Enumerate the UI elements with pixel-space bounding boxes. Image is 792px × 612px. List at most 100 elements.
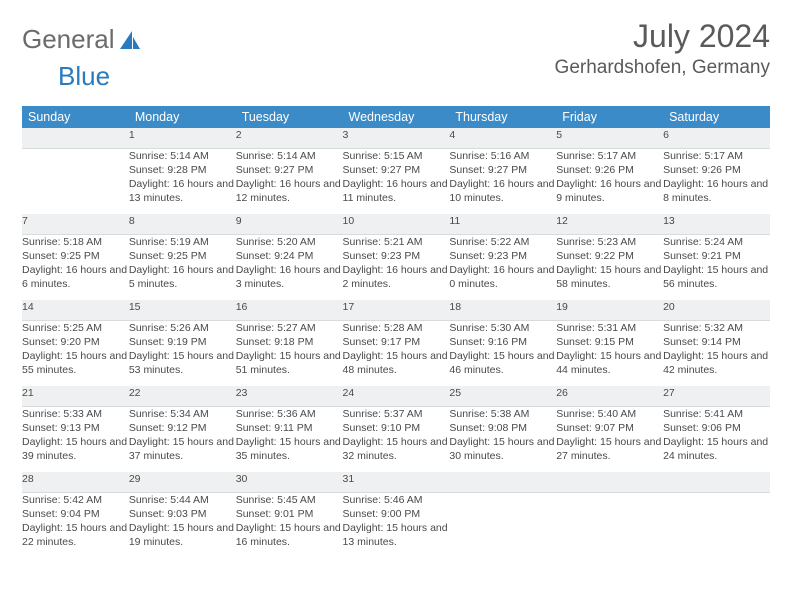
- sunrise-text: Sunrise: 5:28 AM: [343, 321, 450, 335]
- week-row: Sunrise: 5:42 AMSunset: 9:04 PMDaylight:…: [22, 492, 770, 558]
- week-row: Sunrise: 5:25 AMSunset: 9:20 PM Daylight:…: [22, 320, 770, 386]
- daylight-text: Daylight: 15 hours and 58 minutes.: [556, 263, 663, 291]
- daylight-text: Daylight: 16 hours and 11 minutes.: [343, 177, 450, 205]
- day-body-cell: Sunrise: 5:15 AMSunset: 9:27 PMDaylight:…: [343, 148, 450, 214]
- day-body-cell: Sunrise: 5:28 AMSunset: 9:17 PMDaylight:…: [343, 320, 450, 386]
- sunset-text: Sunset: 9:25 PM: [129, 249, 236, 263]
- day-body-cell: Sunrise: 5:14 AMSunset: 9:28 PMDaylight:…: [129, 148, 236, 214]
- sunset-text: Sunset: 9:11 PM: [236, 421, 343, 435]
- sunset-text: Sunset: 9:21 PM: [663, 249, 770, 263]
- sunrise-text: Sunrise: 5:18 AM: [22, 235, 129, 249]
- sunset-text: Sunset: 9:14 PM: [663, 335, 770, 349]
- daylight-text: Daylight: 15 hours and 13 minutes.: [343, 521, 450, 549]
- day-body-cell: Sunrise: 5:27 AMSunset: 9:18 PMDaylight:…: [236, 320, 343, 386]
- calendar-table: SundayMondayTuesdayWednesdayThursdayFrid…: [22, 106, 770, 558]
- sunset-text: Sunset: 9:20 PM: [22, 335, 129, 349]
- sunset-text: Sunset: 9:26 PM: [663, 163, 770, 177]
- sunrise-text: Sunrise: 5:14 AM: [129, 149, 236, 163]
- day-number-cell: 5: [556, 128, 663, 148]
- sunrise-text: Sunrise: 5:37 AM: [343, 407, 450, 421]
- daylight-text: Daylight: 15 hours and 35 minutes.: [236, 435, 343, 463]
- sunset-text: Sunset: 9:04 PM: [22, 507, 129, 521]
- sunrise-text: Sunrise: 5:34 AM: [129, 407, 236, 421]
- sunset-text: Sunset: 9:22 PM: [556, 249, 663, 263]
- sunrise-text: Sunrise: 5:22 AM: [449, 235, 556, 249]
- daynum-row: 78910111213: [22, 214, 770, 234]
- daylight-text: Daylight: 15 hours and 22 minutes.: [22, 521, 129, 549]
- sunrise-text: Sunrise: 5:45 AM: [236, 493, 343, 507]
- daylight-text: Daylight: 15 hours and 48 minutes.: [343, 349, 450, 377]
- day-body-cell: Sunrise: 5:18 AMSunset: 9:25 PMDaylight:…: [22, 234, 129, 300]
- day-body-cell: Sunrise: 5:32 AMSunset: 9:14 PMDaylight:…: [663, 320, 770, 386]
- day-body-cell: Sunrise: 5:41 AMSunset: 9:06 PMDaylight:…: [663, 406, 770, 472]
- day-number-cell: 17: [343, 300, 450, 320]
- daylight-text: Daylight: 15 hours and 37 minutes.: [129, 435, 236, 463]
- sunrise-text: Sunrise: 5:21 AM: [343, 235, 450, 249]
- day-body-cell: Sunrise: 5:22 AMSunset: 9:23 PMDaylight:…: [449, 234, 556, 300]
- daynum-row: 123456: [22, 128, 770, 148]
- brand-part2: Blue: [22, 61, 110, 92]
- daylight-text: Daylight: 15 hours and 24 minutes.: [663, 435, 770, 463]
- title-block: July 2024 Gerhardshofen, Germany: [555, 18, 770, 79]
- day-number-cell: [22, 128, 129, 148]
- week-row: Sunrise: 5:33 AMSunset: 9:13 PMDaylight:…: [22, 406, 770, 472]
- sunset-text: Sunset: 9:06 PM: [663, 421, 770, 435]
- day-number-cell: 3: [343, 128, 450, 148]
- day-body-cell: Sunrise: 5:46 AMSunset: 9:00 PMDaylight:…: [343, 492, 450, 558]
- sunset-text: Sunset: 9:23 PM: [449, 249, 556, 263]
- sunrise-text: Sunrise: 5:15 AM: [343, 149, 450, 163]
- calendar-header-row: SundayMondayTuesdayWednesdayThursdayFrid…: [22, 106, 770, 128]
- sunrise-text: Sunrise: 5:33 AM: [22, 407, 129, 421]
- day-number-cell: 10: [343, 214, 450, 234]
- day-number-cell: 13: [663, 214, 770, 234]
- day-number-cell: 1: [129, 128, 236, 148]
- sunset-text: Sunset: 9:16 PM: [449, 335, 556, 349]
- day-number-cell: 31: [343, 472, 450, 492]
- daylight-text: Daylight: 16 hours and 0 minutes.: [449, 263, 556, 291]
- day-body-cell: [556, 492, 663, 558]
- day-body-cell: [663, 492, 770, 558]
- day-number-cell: 9: [236, 214, 343, 234]
- daylight-text: Daylight: 15 hours and 56 minutes.: [663, 263, 770, 291]
- day-body-cell: Sunrise: 5:45 AMSunset: 9:01 PMDaylight:…: [236, 492, 343, 558]
- day-body-cell: Sunrise: 5:26 AMSunset: 9:19 PMDaylight:…: [129, 320, 236, 386]
- sunrise-text: Sunrise: 5:17 AM: [556, 149, 663, 163]
- sunrise-text: Sunrise: 5:38 AM: [449, 407, 556, 421]
- sunset-text: Sunset: 9:08 PM: [449, 421, 556, 435]
- sunrise-text: Sunrise: 5:30 AM: [449, 321, 556, 335]
- sunrise-text: Sunrise: 5:36 AM: [236, 407, 343, 421]
- day-number-cell: 6: [663, 128, 770, 148]
- weekday-header: Thursday: [449, 106, 556, 128]
- sunset-text: Sunset: 9:24 PM: [236, 249, 343, 263]
- day-body-cell: Sunrise: 5:23 AMSunset: 9:22 PMDaylight:…: [556, 234, 663, 300]
- day-body-cell: Sunrise: 5:17 AMSunset: 9:26 PMDaylight:…: [663, 148, 770, 214]
- daylight-text: Daylight: 15 hours and 30 minutes.: [449, 435, 556, 463]
- daylight-text: Daylight: 16 hours and 10 minutes.: [449, 177, 556, 205]
- sunrise-text: Sunrise: 5:20 AM: [236, 235, 343, 249]
- sunset-text: Sunset: 9:01 PM: [236, 507, 343, 521]
- sunset-text: Sunset: 9:03 PM: [129, 507, 236, 521]
- daylight-text: Daylight: 15 hours and 32 minutes.: [343, 435, 450, 463]
- sunrise-text: Sunrise: 5:16 AM: [449, 149, 556, 163]
- day-number-cell: 14: [22, 300, 129, 320]
- daylight-text: Daylight: 16 hours and 6 minutes.: [22, 263, 129, 291]
- sunset-text: Sunset: 9:25 PM: [22, 249, 129, 263]
- daylight-text: Daylight: 16 hours and 12 minutes.: [236, 177, 343, 205]
- day-number-cell: 15: [129, 300, 236, 320]
- day-body-cell: Sunrise: 5:42 AMSunset: 9:04 PMDaylight:…: [22, 492, 129, 558]
- daynum-row: 21222324252627: [22, 386, 770, 406]
- sunset-text: Sunset: 9:07 PM: [556, 421, 663, 435]
- brand-part1: General: [22, 24, 115, 55]
- day-body-cell: Sunrise: 5:14 AMSunset: 9:27 PMDaylight:…: [236, 148, 343, 214]
- daylight-text: Daylight: 16 hours and 13 minutes.: [129, 177, 236, 205]
- day-body-cell: Sunrise: 5:33 AMSunset: 9:13 PMDaylight:…: [22, 406, 129, 472]
- sunrise-text: Sunrise: 5:25 AM: [22, 321, 129, 335]
- day-body-cell: Sunrise: 5:21 AMSunset: 9:23 PMDaylight:…: [343, 234, 450, 300]
- day-number-cell: 23: [236, 386, 343, 406]
- daylight-text: Daylight: 15 hours and 46 minutes.: [449, 349, 556, 377]
- sunset-text: Sunset: 9:26 PM: [556, 163, 663, 177]
- day-number-cell: 27: [663, 386, 770, 406]
- day-number-cell: [556, 472, 663, 492]
- weekday-header: Tuesday: [236, 106, 343, 128]
- weekday-header: Wednesday: [343, 106, 450, 128]
